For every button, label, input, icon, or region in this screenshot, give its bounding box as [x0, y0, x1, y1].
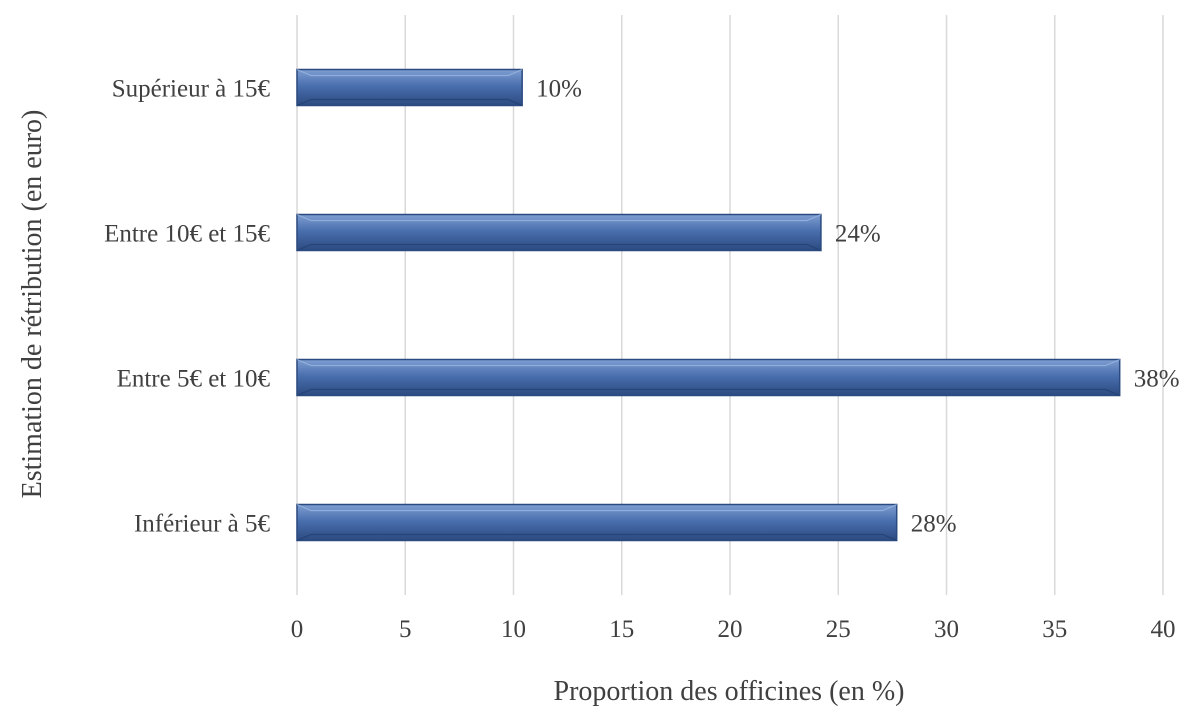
data-label: 24% [835, 221, 881, 248]
gridlines [296, 15, 1164, 595]
bar-bevel-top [296, 213, 822, 222]
x-tick-label: 35 [1042, 616, 1067, 643]
x-axis-title: Proportion des officines (en %) [554, 676, 905, 707]
x-tick-label: 30 [934, 616, 959, 643]
bar-bevel-top [296, 503, 897, 512]
x-tick-labels: 0 5 10 15 20 25 30 35 40 [291, 616, 1176, 643]
category-labels: Supérieur à 15€ Entre 10€ et 15€ Entre 5€ … [104, 76, 270, 538]
data-labels: 10% 24% 38% 28% [536, 76, 1179, 538]
x-tick-label: 10 [501, 616, 526, 643]
bar-bevel-bottom [296, 533, 897, 542]
bar-bevel-top [296, 68, 523, 77]
bar-bevel-bottom [296, 98, 523, 107]
category-label: Inférieur à 5€ [134, 511, 271, 538]
bar [296, 503, 898, 542]
x-tick-label: 40 [1151, 616, 1176, 643]
data-label: 10% [536, 76, 582, 103]
bars [296, 68, 1121, 542]
x-tick-label: 5 [399, 616, 412, 643]
data-label: 38% [1134, 366, 1180, 393]
category-label: Supérieur à 15€ [112, 76, 271, 103]
x-tick-label: 15 [609, 616, 634, 643]
x-tick-label: 25 [826, 616, 851, 643]
bar-bevel-top [296, 358, 1120, 367]
bar [296, 68, 523, 107]
y-axis-title: Estimation de rétribution (en euro) [17, 110, 48, 499]
bar [296, 213, 822, 252]
bar [296, 358, 1121, 397]
x-tick-label: 0 [291, 616, 304, 643]
x-tick-label: 20 [718, 616, 743, 643]
category-label: Entre 5€ et 10€ [117, 366, 271, 393]
data-label: 28% [911, 511, 957, 538]
category-label: Entre 10€ et 15€ [104, 221, 270, 248]
bar-bevel-bottom [296, 243, 822, 252]
bar-bevel-bottom [296, 388, 1120, 397]
